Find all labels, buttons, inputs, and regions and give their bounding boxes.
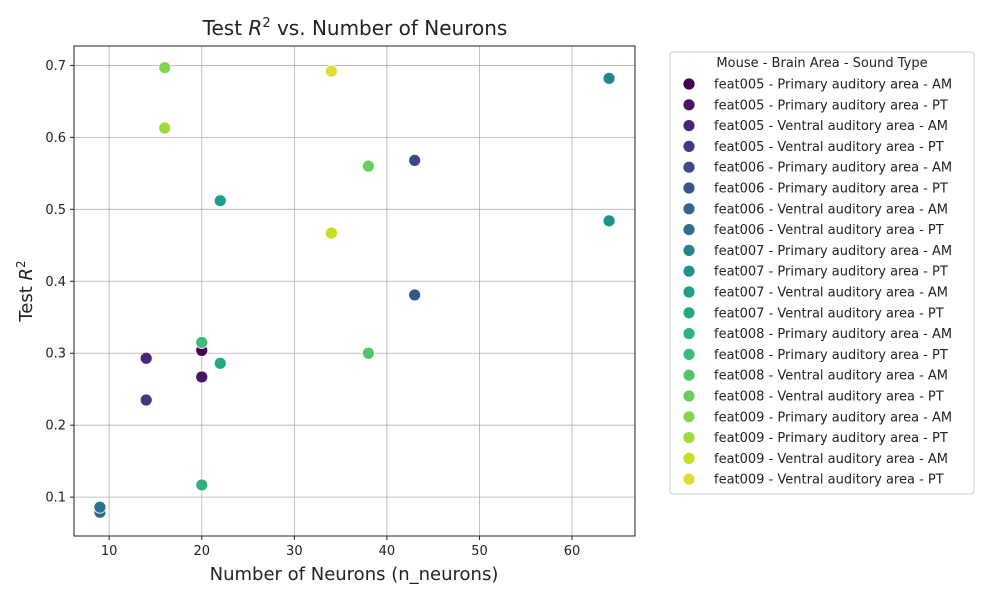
legend-marker-16 <box>682 389 696 403</box>
y-axis-title: Test R2 <box>14 260 37 322</box>
legend-label-7: feat006 - Ventral auditory area - AM <box>714 202 948 217</box>
legend-marker-20 <box>682 472 696 486</box>
legend-label-13: feat008 - Primary auditory area - AM <box>714 327 952 342</box>
legend-marker-9 <box>682 243 696 257</box>
data-point-2 <box>195 370 209 384</box>
y-tick-label: 0.7 <box>45 59 66 74</box>
data-point-13 <box>195 478 209 492</box>
data-point-9 <box>602 71 616 85</box>
data-point-16 <box>361 159 375 173</box>
legend-marker-12 <box>682 306 696 320</box>
legend-marker-13 <box>682 327 696 341</box>
x-tick-label: 50 <box>471 544 488 559</box>
legend-marker-15 <box>682 368 696 382</box>
legend-marker-19 <box>682 451 696 465</box>
data-point-12 <box>213 356 227 370</box>
legend-label-12: feat007 - Ventral auditory area - PT <box>714 306 944 321</box>
legend-label-9: feat007 - Primary auditory area - AM <box>714 244 952 259</box>
x-tick-label: 60 <box>564 544 581 559</box>
legend-marker-14 <box>682 347 696 361</box>
legend-label-10: feat007 - Primary auditory area - PT <box>714 265 948 280</box>
y-tick-label: 0.3 <box>45 347 66 362</box>
legend-marker-2 <box>682 98 696 112</box>
legend-items: feat005 - Primary auditory area - AM feat… <box>682 77 952 488</box>
plot-area-frame <box>73 45 636 537</box>
x-tick-label: 10 <box>101 544 118 559</box>
data-points <box>93 61 616 519</box>
x-tick-label: 30 <box>286 544 303 559</box>
data-point-5 <box>408 154 422 167</box>
legend-label-5: feat006 - Primary auditory area - AM <box>714 161 952 176</box>
legend-label-11: feat007 - Ventral auditory area - AM <box>714 286 948 301</box>
legend-marker-17 <box>682 410 696 424</box>
legend-label-16: feat008 - Ventral auditory area - PT <box>714 390 944 405</box>
legend-label-19: feat009 - Ventral auditory area - AM <box>714 452 948 467</box>
y-tick-label: 0.6 <box>45 131 66 146</box>
legend-marker-1 <box>682 77 696 91</box>
data-point-6 <box>408 288 422 302</box>
x-tick-label: 40 <box>379 544 396 559</box>
y-tick-label: 0.2 <box>45 419 66 434</box>
legend-label-6: feat006 - Primary auditory area - PT <box>714 182 948 197</box>
data-point-18 <box>158 121 172 135</box>
chart-title: Test R2 vs. Number of Neurons <box>202 16 508 40</box>
legend-label-8: feat006 - Ventral auditory area - PT <box>714 223 944 238</box>
data-point-14 <box>195 336 209 349</box>
legend-frame <box>669 51 975 495</box>
legend-marker-3 <box>682 119 696 132</box>
data-point-4 <box>139 393 153 407</box>
legend-label-2: feat005 - Primary auditory area - PT <box>714 98 948 113</box>
legend-label-20: feat009 - Ventral auditory area - PT <box>714 473 944 488</box>
legend-label-3: feat005 - Ventral auditory area - AM <box>714 119 948 134</box>
data-point-11 <box>213 194 227 208</box>
legend-marker-10 <box>682 264 696 278</box>
data-point-20 <box>324 64 338 78</box>
legend-marker-11 <box>682 285 696 299</box>
legend-label-15: feat008 - Ventral auditory area - AM <box>714 369 948 384</box>
y-tick-label: 0.5 <box>45 203 66 218</box>
legend: Mouse - Brain Area - Sound Type feat005 … <box>669 51 975 495</box>
legend-label-1: feat005 - Primary auditory area - AM <box>714 78 952 93</box>
legend-marker-5 <box>682 160 696 174</box>
x-tick-label: 20 <box>193 544 210 559</box>
axis-ticks: 10 20 30 40 50 60 0.1 0.2 0.3 0.4 0.5 0.6 0.7 <box>45 59 580 559</box>
legend-label-14: feat008 - Primary auditory area - PT <box>714 348 948 363</box>
data-point-8 <box>93 500 107 514</box>
data-point-17 <box>158 61 172 74</box>
legend-marker-18 <box>682 431 696 445</box>
legend-marker-8 <box>682 223 696 237</box>
legend-label-18: feat009 - Primary auditory area - PT <box>714 431 948 446</box>
legend-marker-7 <box>682 202 696 216</box>
legend-label-17: feat009 - Primary auditory area - AM <box>714 410 952 425</box>
data-point-19 <box>324 226 338 240</box>
y-tick-label: 0.4 <box>45 275 66 290</box>
data-point-3 <box>139 351 153 365</box>
data-point-15 <box>361 346 375 360</box>
legend-marker-4 <box>682 139 696 153</box>
legend-title: Mouse - Brain Area - Sound Type <box>716 56 927 71</box>
legend-label-4: feat005 - Ventral auditory area - PT <box>714 140 944 155</box>
x-axis-title: Number of Neurons (n_neurons) <box>210 564 499 585</box>
grid-lines <box>74 46 635 536</box>
data-point-10 <box>602 214 616 228</box>
legend-marker-6 <box>682 181 696 195</box>
y-tick-label: 0.1 <box>45 491 66 506</box>
